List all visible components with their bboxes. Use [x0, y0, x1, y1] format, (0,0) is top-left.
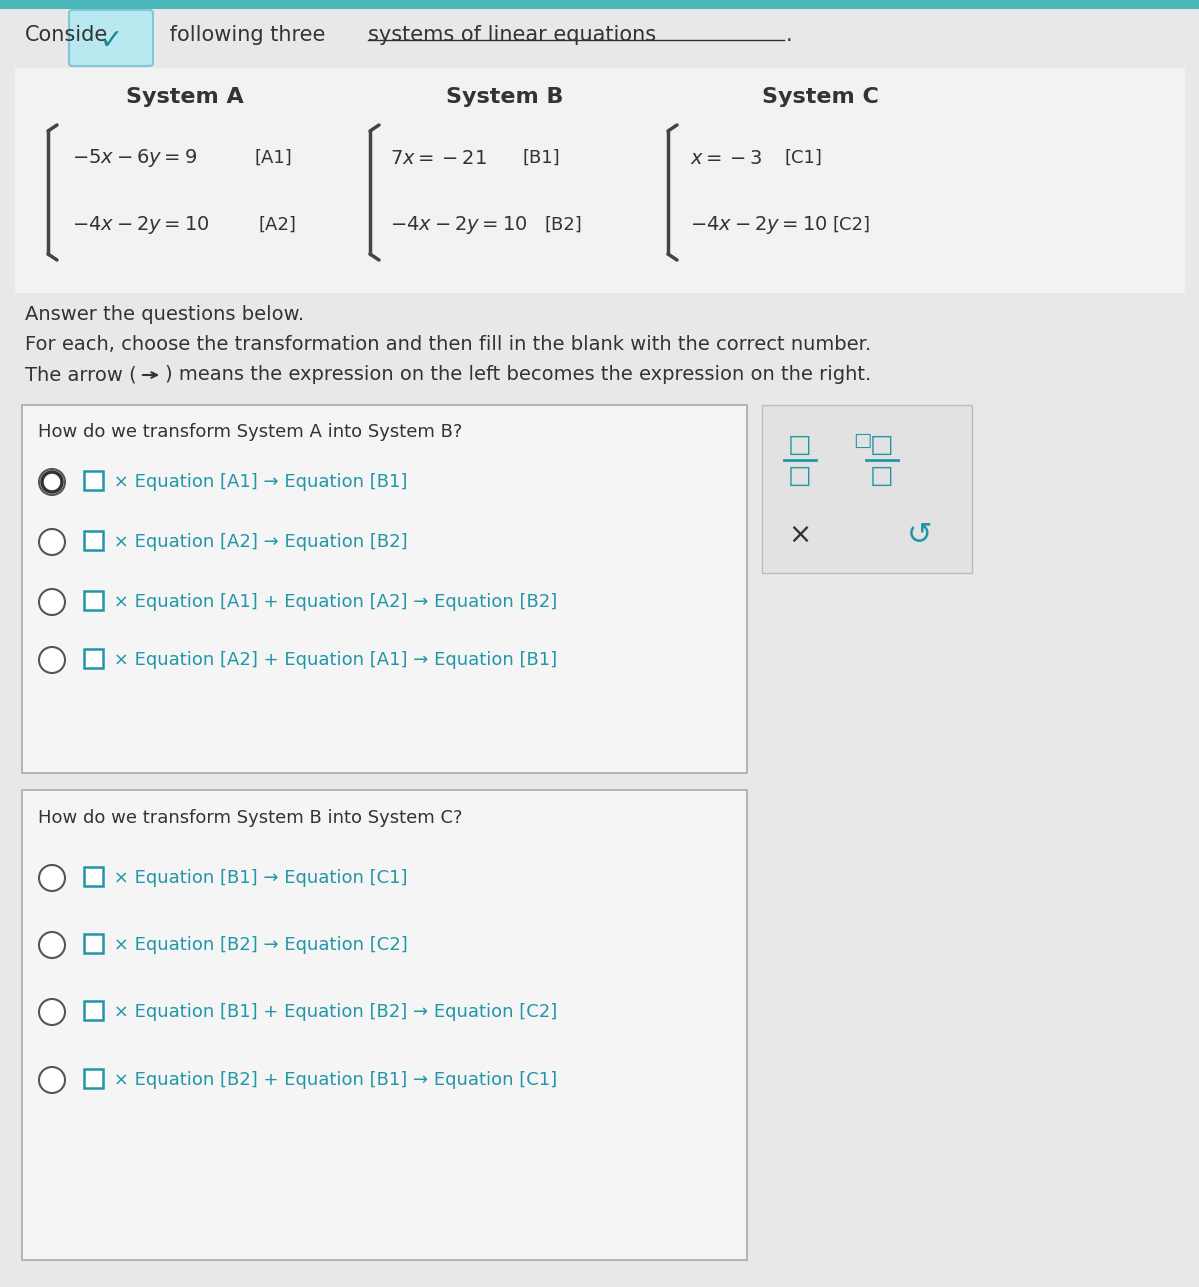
Text: System A: System A	[126, 88, 243, 107]
FancyBboxPatch shape	[84, 1001, 103, 1021]
Text: .: .	[787, 24, 793, 45]
Circle shape	[40, 932, 65, 958]
Text: $-5x-6y=9$: $-5x-6y=9$	[72, 147, 197, 169]
FancyBboxPatch shape	[84, 934, 103, 952]
Text: systems of linear equations: systems of linear equations	[368, 24, 656, 45]
Text: $-4x-2y=10$: $-4x-2y=10$	[390, 214, 528, 236]
Text: [C1]: [C1]	[785, 149, 823, 167]
Text: For each, choose the transformation and then fill in the blank with the correct : For each, choose the transformation and …	[25, 336, 872, 354]
FancyBboxPatch shape	[84, 471, 103, 490]
FancyBboxPatch shape	[84, 867, 103, 885]
Circle shape	[40, 468, 65, 495]
Text: How do we transform System B into System C?: How do we transform System B into System…	[38, 810, 463, 828]
FancyBboxPatch shape	[22, 790, 747, 1260]
Circle shape	[40, 999, 65, 1024]
Text: Conside: Conside	[25, 24, 108, 45]
Circle shape	[40, 647, 65, 673]
Circle shape	[40, 1067, 65, 1093]
Text: □: □	[788, 465, 812, 488]
Text: $x=-3$: $x=-3$	[689, 148, 763, 167]
Text: □: □	[870, 465, 893, 488]
Text: [B1]: [B1]	[522, 149, 560, 167]
Text: × Equation [A2] + Equation [A1] → Equation [B1]: × Equation [A2] + Equation [A1] → Equati…	[108, 651, 558, 669]
Text: [A2]: [A2]	[258, 216, 296, 234]
Text: [C2]: [C2]	[832, 216, 870, 234]
Text: × Equation [B1] + Equation [B2] → Equation [C2]: × Equation [B1] + Equation [B2] → Equati…	[108, 1003, 558, 1021]
Text: The arrow (: The arrow (	[25, 366, 137, 385]
Text: following three: following three	[163, 24, 332, 45]
Text: × Equation [B2] + Equation [B1] → Equation [C1]: × Equation [B2] + Equation [B1] → Equati…	[108, 1071, 558, 1089]
Text: □: □	[788, 432, 812, 457]
Text: [B2]: [B2]	[546, 216, 583, 234]
FancyBboxPatch shape	[22, 405, 747, 773]
Bar	[0, 0, 1199, 9]
Circle shape	[40, 865, 65, 891]
FancyBboxPatch shape	[763, 405, 972, 573]
Text: ↺: ↺	[908, 520, 933, 550]
Text: × Equation [B2] → Equation [C2]: × Equation [B2] → Equation [C2]	[108, 936, 408, 954]
Text: □: □	[852, 430, 872, 449]
FancyBboxPatch shape	[70, 10, 153, 66]
Circle shape	[42, 472, 62, 492]
Text: Answer the questions below.: Answer the questions below.	[25, 305, 305, 324]
Text: $-4x-2y=10$: $-4x-2y=10$	[72, 214, 210, 236]
Text: □: □	[870, 432, 893, 457]
Text: ×: ×	[789, 521, 812, 550]
FancyBboxPatch shape	[84, 591, 103, 610]
Text: × Equation [A1] → Equation [B1]: × Equation [A1] → Equation [B1]	[108, 474, 408, 492]
Text: $7x=-21$: $7x=-21$	[390, 148, 487, 167]
FancyBboxPatch shape	[84, 1069, 103, 1088]
Text: How do we transform System A into System B?: How do we transform System A into System…	[38, 423, 463, 441]
Text: ) means the expression on the left becomes the expression on the right.: ) means the expression on the left becom…	[165, 366, 872, 385]
Bar	[16, 68, 1185, 293]
Text: System B: System B	[446, 88, 564, 107]
Text: $-4x-2y=10$: $-4x-2y=10$	[689, 214, 827, 236]
FancyBboxPatch shape	[84, 532, 103, 550]
Text: [A1]: [A1]	[255, 149, 293, 167]
FancyBboxPatch shape	[84, 649, 103, 668]
Text: System C: System C	[761, 88, 879, 107]
Text: × Equation [B1] → Equation [C1]: × Equation [B1] → Equation [C1]	[108, 869, 408, 887]
Text: × Equation [A2] → Equation [B2]: × Equation [A2] → Equation [B2]	[108, 533, 408, 551]
Circle shape	[40, 589, 65, 615]
Text: × Equation [A1] + Equation [A2] → Equation [B2]: × Equation [A1] + Equation [A2] → Equati…	[108, 593, 558, 611]
Text: ✓: ✓	[100, 27, 122, 55]
Circle shape	[40, 529, 65, 555]
